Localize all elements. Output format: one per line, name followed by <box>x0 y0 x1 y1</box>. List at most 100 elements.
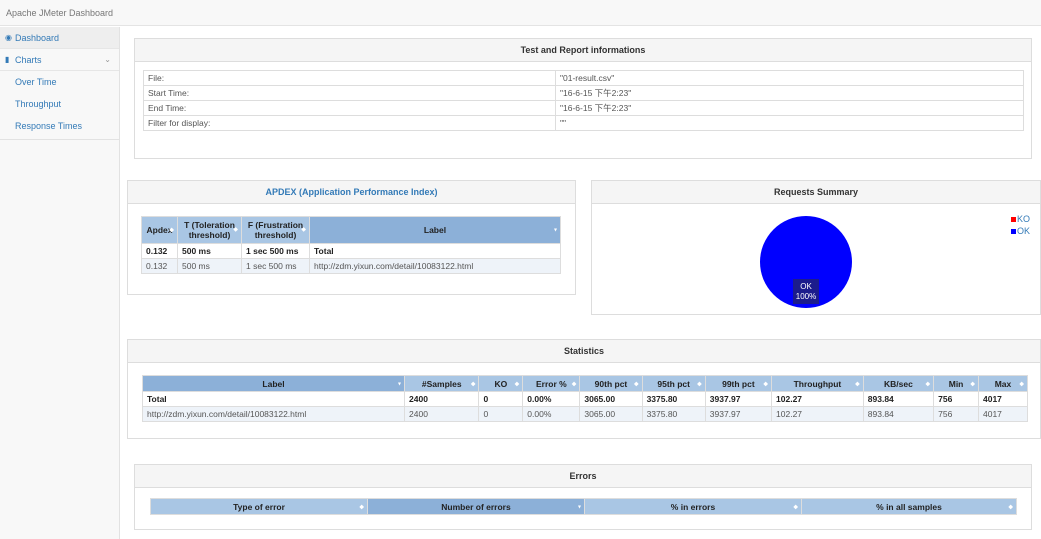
cell: 0 <box>478 406 524 422</box>
column-header-label[interactable]: Label ▾ <box>141 375 406 392</box>
ko-swatch-icon <box>1010 217 1016 223</box>
sort-icon: ◆ <box>633 381 639 387</box>
app-title[interactable]: Apache JMeter Dashboard <box>6 8 114 18</box>
sort-icon: ◆ <box>470 381 476 387</box>
table-row: Filter for display: "" <box>143 115 1024 131</box>
sidebar-subitem-response-times[interactable]: Response Times <box>15 121 83 131</box>
info-key: End Time: <box>143 100 556 116</box>
table-row: End Time: "16-6-15 下午2:23" <box>143 100 1024 116</box>
cell: 0 <box>478 391 524 407</box>
sidebar-item-charts[interactable]: ▮ Charts ⌄ <box>0 49 119 71</box>
column-header-t[interactable]: T (Toleration threshold) ◆ <box>177 216 242 244</box>
cell: 2400 <box>404 391 480 407</box>
table-header-row: Type of error ◆ Number of errors ▾ % in er… <box>150 498 1017 515</box>
pie-label-name: OK <box>800 282 812 291</box>
table-header-row: Apdex ◆ T (Toleration threshold) ◆ F (Frus… <box>141 216 561 244</box>
cell: 3065.00 <box>579 406 643 422</box>
info-value: "" <box>555 115 1024 131</box>
legend-label: OK <box>1016 226 1030 236</box>
column-header-ko[interactable]: KO ◆ <box>478 375 524 392</box>
info-value: "16-6-15 下午2:23" <box>555 85 1024 101</box>
cell: Total <box>309 243 561 259</box>
column-header-samples[interactable]: #Samples ◆ <box>404 375 480 392</box>
legend-ko[interactable]: KO <box>1010 214 1030 224</box>
column-header-pct-in-all-samples[interactable]: % in all samples ◆ <box>801 498 1017 515</box>
cell: 4017 <box>977 391 1029 407</box>
legend-ok[interactable]: OK <box>1010 226 1030 236</box>
divider <box>0 139 119 140</box>
cell: 0.00% <box>522 391 581 407</box>
cell: 3375.80 <box>641 406 706 422</box>
info-value: "16-6-15 下午2:23" <box>555 100 1024 116</box>
ok-swatch-icon <box>1010 229 1016 235</box>
column-header-kb-sec[interactable]: KB/sec ◆ <box>862 375 935 392</box>
column-header-f[interactable]: F (Frustration threshold) ◆ <box>241 216 310 244</box>
sort-icon: ◆ <box>925 381 931 387</box>
cell: 1 sec 500 ms <box>241 243 310 259</box>
apdex-table: Apdex ◆ T (Toleration threshold) ◆ F (Frus… <box>141 216 561 274</box>
sort-icon: ◆ <box>970 381 975 387</box>
report-info-panel: Test and Report informations File: "01-r… <box>134 38 1032 159</box>
info-key: Filter for display: <box>143 115 556 131</box>
cell: 0.00% <box>522 406 581 422</box>
cell: 3065.00 <box>579 391 643 407</box>
sort-icon: ◆ <box>514 381 520 387</box>
report-info-title: Test and Report informations <box>135 39 1031 62</box>
pie-slice-ok[interactable] <box>760 216 852 308</box>
column-header-min[interactable]: Min ◆ <box>933 375 979 392</box>
info-value: "01-result.csv" <box>555 70 1024 86</box>
sidebar-subitem-over-time[interactable]: Over Time <box>15 77 57 87</box>
statistics-panel: Statistics Label ▾ #Samples ◆ KO ◆ Error % ◆… <box>127 339 1041 439</box>
statistics-title: Statistics <box>128 340 1040 363</box>
column-header-number-of-errors[interactable]: Number of errors ▾ <box>367 498 585 515</box>
sidebar-subitem-throughput[interactable]: Throughput <box>15 99 62 109</box>
column-header-max[interactable]: Max ◆ <box>977 375 1029 392</box>
sidebar-item-label: Dashboard <box>15 33 60 43</box>
cell: 756 <box>933 406 979 422</box>
column-header-pct-in-errors[interactable]: % in errors ◆ <box>584 498 802 515</box>
bar-chart-icon: ▮ <box>5 55 10 64</box>
legend-label: KO <box>1016 214 1030 224</box>
sidebar: ◉ Dashboard ▮ Charts ⌄ Over Time Through… <box>0 27 120 539</box>
column-header-error-pct[interactable]: Error % ◆ <box>522 375 581 392</box>
cell: 756 <box>933 391 979 407</box>
apdex-title: APDEX (Application Performance Index) <box>128 181 575 204</box>
cell: 1 sec 500 ms <box>241 258 310 274</box>
sidebar-item-label: Charts <box>15 55 42 65</box>
column-header-apdex[interactable]: Apdex ◆ <box>141 216 178 244</box>
pie-label-percent: 100% <box>796 292 816 301</box>
sidebar-item-dashboard[interactable]: ◉ Dashboard <box>0 27 119 49</box>
cell: 500 ms <box>177 243 242 259</box>
sort-icon: ◆ <box>359 504 364 510</box>
column-header-label[interactable]: Label ▾ <box>309 216 561 244</box>
requests-summary-title: Requests Summary <box>592 181 1040 204</box>
sort-icon: ◆ <box>793 504 798 510</box>
sort-icon: ◆ <box>855 381 860 387</box>
sort-icon: ◆ <box>1008 504 1013 510</box>
cell: 3937.97 <box>704 406 773 422</box>
table-row: 0.132 500 ms 1 sec 500 ms http://zdm.yix… <box>141 258 561 274</box>
cell: 102.27 <box>771 391 864 407</box>
cell: 893.84 <box>862 391 935 407</box>
sort-icon: ◆ <box>1019 381 1024 387</box>
dashboard-icon: ◉ <box>5 33 12 42</box>
sort-icon: ◆ <box>763 381 769 387</box>
column-header-throughput[interactable]: Throughput ◆ <box>771 375 864 392</box>
column-header-90th[interactable]: 90th pct ◆ <box>579 375 643 392</box>
column-header-99th[interactable]: 99th pct ◆ <box>704 375 773 392</box>
column-header-type-of-error[interactable]: Type of error ◆ <box>150 498 368 515</box>
info-key: File: <box>143 70 556 86</box>
sort-icon: ▾ <box>398 381 402 387</box>
sort-icon: ◆ <box>169 227 174 234</box>
sort-icon: ◆ <box>697 381 702 387</box>
sort-icon: ◆ <box>301 227 306 233</box>
apdex-panel: APDEX (Application Performance Index) Ap… <box>127 180 576 295</box>
cell: 893.84 <box>862 406 935 422</box>
top-navbar: Apache JMeter Dashboard <box>0 0 1041 26</box>
table-row: Total 2400 0 0.00% 3065.00 3375.80 3937.… <box>141 391 1029 407</box>
statistics-table: Label ▾ #Samples ◆ KO ◆ Error % ◆ 90th pct ◆ … <box>141 375 1029 422</box>
column-header-95th[interactable]: 95th pct ◆ <box>641 375 706 392</box>
requests-summary-panel: Requests Summary OK 100% KO OK <box>591 180 1041 315</box>
